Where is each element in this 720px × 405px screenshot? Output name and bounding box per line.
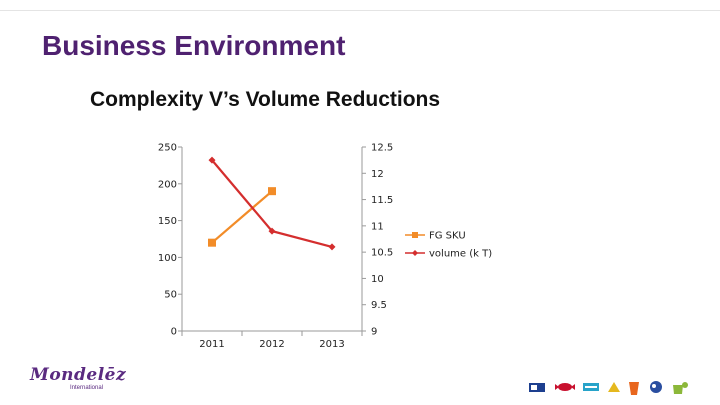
legend-marker <box>412 250 418 256</box>
right-tick-label: 11 <box>371 221 384 232</box>
cheese-icon <box>608 382 620 392</box>
title-bar: Business Environment <box>0 0 720 82</box>
top-rule <box>0 10 720 11</box>
right-tick-label: 9 <box>371 327 377 338</box>
logo-tagline: International <box>70 385 104 391</box>
right-tick-label: 10 <box>371 274 384 285</box>
data-point-volume-k-t <box>208 156 216 164</box>
right-tick-label: 12.5 <box>371 143 393 154</box>
legend-label: FG SKU <box>429 231 466 242</box>
data-point-fg-sku <box>208 238 216 247</box>
candy-icon <box>555 383 575 391</box>
x-tick-label: 2013 <box>319 339 344 350</box>
brand-icons <box>528 380 698 396</box>
right-tick-label: 9.5 <box>371 300 387 311</box>
coffee-icon <box>673 382 688 394</box>
left-tick-label: 200 <box>158 179 177 190</box>
right-tick-label: 11.5 <box>371 195 393 206</box>
mondelez-logo: Mondelēz International <box>30 366 170 396</box>
data-point-volume-k-t <box>328 243 336 251</box>
logo-wordmark: Mondelēz <box>30 365 127 385</box>
left-tick-label: 150 <box>158 216 177 227</box>
left-tick-label: 0 <box>171 327 177 338</box>
right-tick-label: 12 <box>371 169 384 180</box>
chart-legend: FG SKU volume (k T) <box>405 231 492 260</box>
left-tick-label: 250 <box>158 143 177 154</box>
chart-axes: 0 50 100 150 200 250 9 9.5 10 10.5 11 11.5 12 12.5 201… <box>158 143 393 351</box>
drink-icon <box>629 382 639 395</box>
right-tick-label: 10.5 <box>371 248 393 259</box>
biscuit-icon <box>529 383 545 392</box>
left-tick-label: 50 <box>164 290 177 301</box>
gum-icon <box>583 383 599 391</box>
slide-title: Business Environment <box>42 30 346 61</box>
data-point-volume-k-t <box>268 227 276 235</box>
x-tick-label: 2011 <box>199 339 224 350</box>
legend-marker <box>412 232 418 238</box>
series-line-fg-sku <box>211 190 273 244</box>
data-point-fg-sku <box>268 187 276 196</box>
x-tick-label: 2012 <box>259 339 284 350</box>
chart-series <box>208 156 336 251</box>
chart-subtitle: Complexity V’s Volume Reductions <box>90 88 441 111</box>
globe-icon <box>650 381 662 393</box>
legend-label: volume (k T) <box>429 249 492 260</box>
left-tick-label: 100 <box>158 253 177 264</box>
